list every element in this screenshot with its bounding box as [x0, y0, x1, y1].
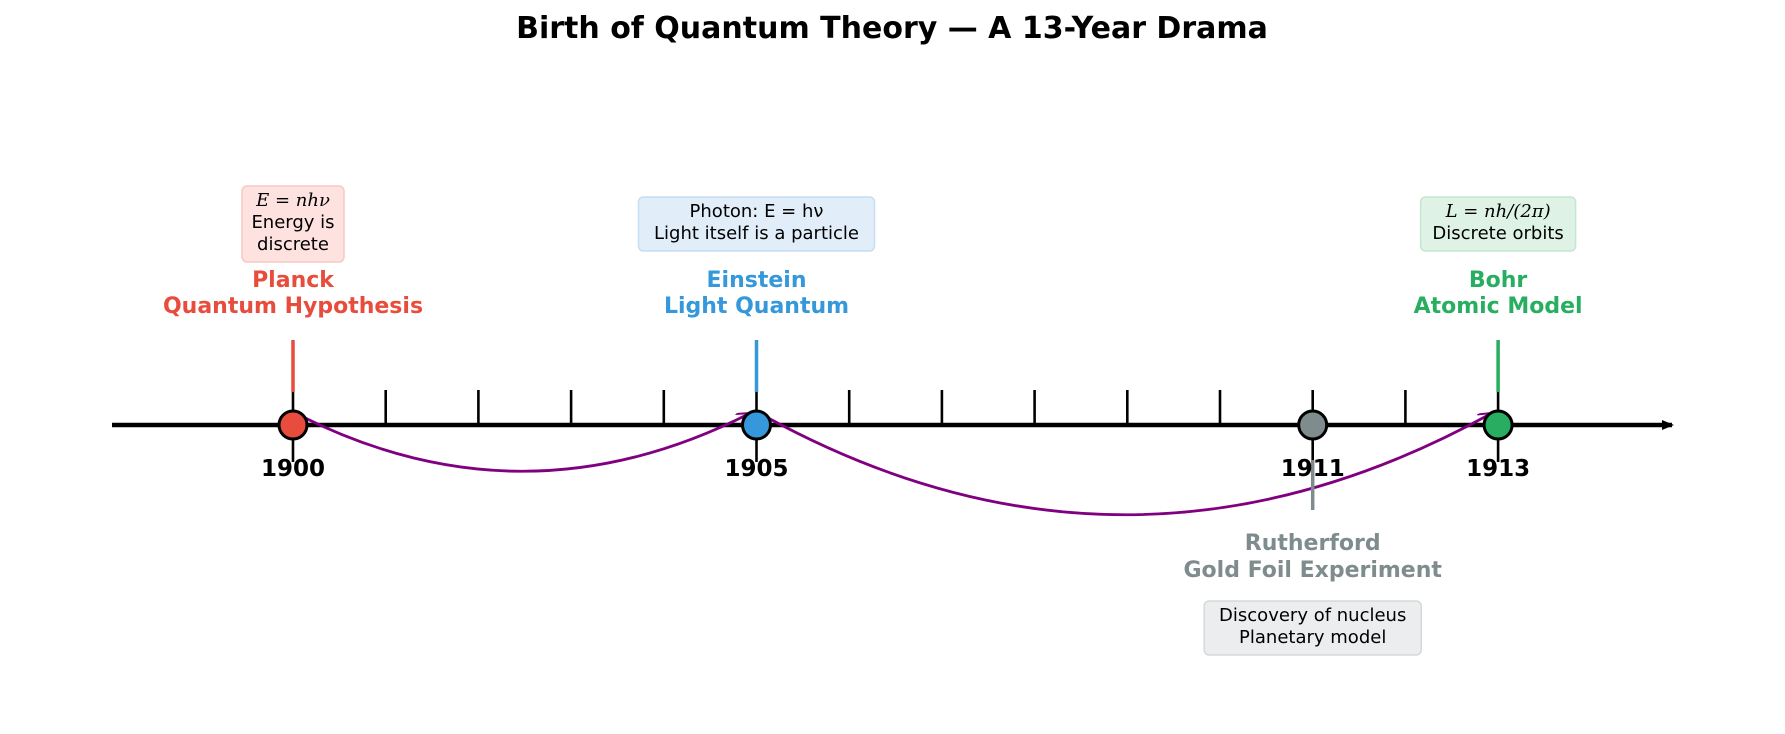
event-subtitle: Gold Foil Experiment	[1183, 558, 1442, 583]
event-note-line: E = nhν	[255, 190, 330, 211]
event-subtitle: Atomic Model	[1414, 294, 1583, 319]
event-note-box	[1419, 196, 1577, 252]
page-title: Birth of Quantum Theory — A 13-Year Dram…	[516, 11, 1268, 46]
event-subtitle: Light Quantum	[664, 294, 849, 319]
event-note-box	[1203, 600, 1422, 656]
event-marker	[1482, 409, 1514, 441]
event-name: Einstein	[707, 268, 807, 293]
connection-arrows	[300, 411, 1493, 517]
event-note-line: Energy is	[251, 212, 334, 233]
event-marker	[1297, 409, 1329, 441]
event-name: Planck	[252, 268, 335, 293]
year-label-1913: 1913	[1466, 456, 1530, 482]
year-label-1905: 1905	[724, 456, 788, 482]
event-note-line: discrete	[257, 234, 329, 255]
event-note-line: Light itself is a particle	[654, 223, 859, 244]
event-note-line: Discovery of nucleus	[1219, 605, 1406, 626]
event-name: Rutherford	[1245, 531, 1381, 556]
event-note-line: Planetary model	[1239, 627, 1386, 648]
event-name: Bohr	[1469, 268, 1528, 293]
year-label-1911: 1911	[1281, 456, 1345, 482]
event-marker	[741, 409, 772, 441]
event-note-line: Photon: E = hν	[690, 201, 824, 222]
arrow-1900-to-1905	[300, 411, 751, 473]
event-marker	[277, 409, 309, 441]
event-note-box	[637, 196, 876, 252]
event-note-line: Discrete orbits	[1432, 223, 1563, 244]
year-label-1900: 1900	[261, 456, 325, 482]
year-labels: 1900 1905 1911 1913	[261, 456, 1530, 482]
event-subtitle: Quantum Hypothesis	[163, 294, 423, 319]
event-note-box	[241, 185, 345, 263]
event-note-line: L = nh/(2π)	[1445, 201, 1551, 222]
arrow-1905-to-1913	[763, 413, 1493, 517]
